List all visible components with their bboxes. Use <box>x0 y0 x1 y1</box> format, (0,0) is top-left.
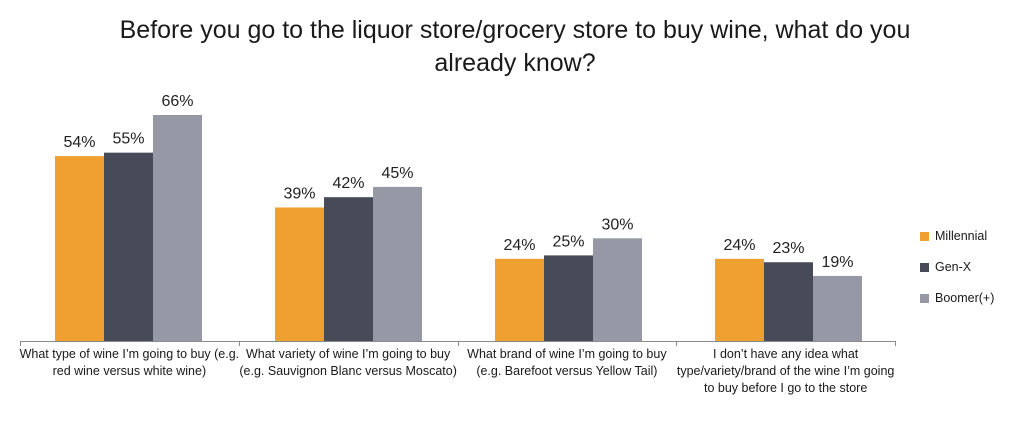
data-label: 24% <box>723 237 755 254</box>
data-label: 55% <box>112 131 144 148</box>
legend-label: Millennial <box>935 229 988 243</box>
bar-boomer <box>593 238 642 341</box>
bar-gen-x <box>324 197 373 341</box>
data-label: 30% <box>601 216 633 233</box>
bar-millennial <box>715 258 764 341</box>
data-label: 25% <box>552 233 584 250</box>
x-axis-category-label: What brand of wine I’m going to buy (e.g… <box>467 347 667 378</box>
bar-gen-x <box>764 262 813 341</box>
legend-swatch <box>920 231 929 241</box>
bar-millennial <box>275 207 324 341</box>
data-label: 42% <box>332 175 364 192</box>
data-label: 45% <box>381 165 413 182</box>
bar-boomer <box>373 186 422 341</box>
bar-gen-x <box>104 152 153 341</box>
bar-millennial <box>495 258 544 341</box>
bar-boomer <box>153 115 202 341</box>
data-label: 24% <box>503 237 535 254</box>
bar-millennial <box>55 156 104 341</box>
data-label: 39% <box>283 185 315 202</box>
chart-title: Before you go to the liquor store/grocer… <box>119 16 911 77</box>
legend-swatch <box>920 262 929 272</box>
data-label: 66% <box>161 93 193 110</box>
bar-boomer <box>813 275 862 341</box>
legend-item: Gen-X <box>920 257 994 277</box>
data-label: 19% <box>821 254 853 271</box>
legend-label: Boomer(+) <box>935 291 995 305</box>
legend-item: Boomer(+) <box>920 288 994 308</box>
legend: Millennial Gen-X Boomer(+) <box>920 226 994 319</box>
data-label: 23% <box>772 240 804 257</box>
x-axis-category-label: What type of wine I’m going to buy (e.g.… <box>19 347 240 378</box>
x-axis-category-label: What variety of wine I’m going to buy (e… <box>239 347 457 378</box>
x-axis-category-label: I don’t have any idea what type/variety/… <box>676 347 895 395</box>
legend-item: Millennial <box>920 226 994 246</box>
bar-gen-x <box>544 255 593 341</box>
legend-swatch <box>920 293 929 303</box>
data-label: 54% <box>63 134 95 151</box>
legend-label: Gen-X <box>935 260 972 274</box>
